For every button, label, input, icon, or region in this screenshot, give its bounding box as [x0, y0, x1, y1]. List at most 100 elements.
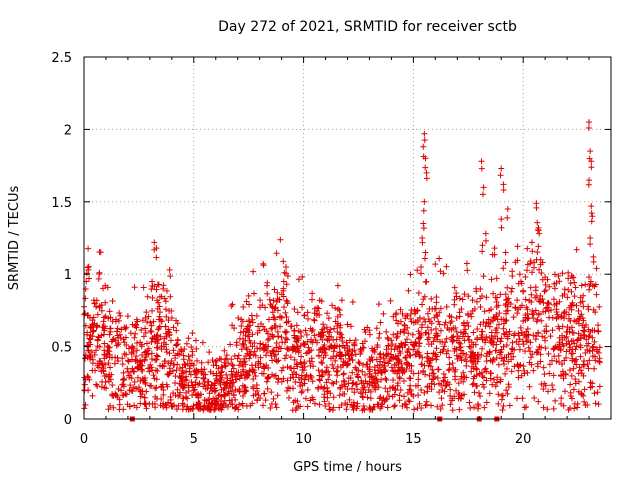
data-point [508, 288, 515, 295]
data-point [290, 399, 297, 406]
data-point [195, 392, 202, 399]
data-point [405, 287, 412, 294]
data-point [439, 402, 446, 409]
data-point [264, 347, 271, 354]
data-point [434, 374, 441, 381]
data-point [336, 349, 343, 356]
data-point [498, 224, 505, 231]
data-point [577, 353, 584, 360]
data-point [461, 337, 468, 344]
data-point [483, 399, 490, 406]
data-point [587, 235, 594, 241]
data-point [325, 376, 332, 383]
data-point [479, 336, 486, 343]
y-tick-label: 0 [64, 413, 72, 428]
data-point [179, 377, 186, 384]
data-point [371, 366, 378, 373]
data-point [198, 369, 205, 376]
data-point [489, 381, 496, 388]
data-point [264, 337, 271, 344]
data-point [225, 360, 232, 367]
data-point [82, 310, 89, 317]
data-point [163, 404, 170, 411]
data-point [124, 313, 131, 320]
data-point [152, 404, 159, 411]
data-point [336, 343, 343, 350]
data-point [336, 307, 343, 314]
data-point [420, 225, 427, 232]
data-point [130, 368, 137, 375]
data-point [86, 335, 93, 342]
data-point [181, 361, 188, 368]
data-point [489, 357, 496, 364]
data-point [502, 291, 509, 298]
data-point [407, 271, 414, 278]
data-point [243, 326, 250, 333]
data-point [396, 374, 403, 381]
data-point [87, 355, 94, 362]
data-point [295, 349, 302, 356]
data-point [580, 362, 587, 369]
data-point [500, 187, 507, 194]
data-point [322, 402, 329, 409]
data-point [373, 325, 380, 332]
data-point [369, 379, 376, 386]
data-point [240, 303, 247, 310]
data-point [99, 361, 106, 368]
data-point [110, 392, 117, 399]
data-point [475, 405, 482, 412]
data-point [563, 348, 570, 355]
data-point [567, 392, 574, 399]
data-point [224, 403, 231, 410]
data-point [316, 376, 323, 383]
data-point [372, 375, 379, 382]
data-point [155, 324, 162, 331]
data-point [152, 367, 159, 374]
data-point [557, 372, 564, 379]
data-point [541, 380, 548, 387]
data-point [291, 306, 298, 313]
data-point [571, 340, 578, 347]
data-point [391, 403, 398, 410]
data-point [100, 368, 107, 375]
data-point [160, 386, 167, 393]
data-point [223, 371, 230, 378]
data-point [388, 364, 395, 371]
data-point [274, 295, 281, 302]
data-point [273, 340, 280, 347]
data-point [157, 333, 164, 340]
data-point [553, 300, 560, 307]
data-point [414, 348, 421, 355]
data-point [590, 344, 597, 351]
data-point [575, 378, 582, 385]
data-point [497, 349, 504, 356]
data-point [487, 375, 494, 382]
data-point [396, 343, 403, 350]
data-point [470, 365, 477, 372]
data-point [365, 386, 372, 393]
data-point [174, 320, 181, 327]
data-point [539, 296, 546, 303]
data-point [223, 352, 230, 359]
data-point [404, 389, 411, 396]
data-point [541, 371, 548, 378]
data-point [403, 359, 410, 366]
data-point [483, 333, 490, 340]
data-point [210, 370, 217, 377]
data-point [304, 309, 311, 316]
data-point [116, 309, 123, 316]
data-point [336, 404, 343, 411]
data-point [327, 326, 334, 333]
data-point [405, 330, 412, 337]
data-point [269, 331, 276, 338]
data-point [113, 316, 120, 323]
data-point [481, 308, 488, 315]
data-point [372, 382, 379, 389]
data-point [508, 368, 515, 375]
data-point [585, 125, 592, 132]
data-point [133, 353, 140, 360]
data-point [520, 318, 527, 325]
data-point [490, 341, 497, 348]
data-point [458, 392, 465, 399]
